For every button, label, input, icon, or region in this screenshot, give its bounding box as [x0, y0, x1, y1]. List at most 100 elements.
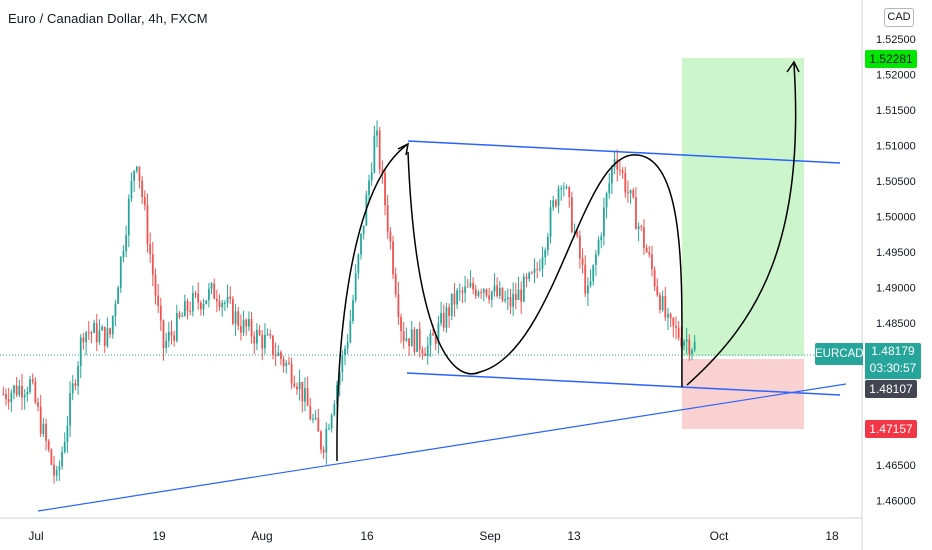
candle-body	[397, 294, 400, 317]
price-tick-label: 1.49500	[876, 247, 916, 259]
candle-body	[264, 334, 266, 349]
candle-body	[408, 338, 410, 347]
candle-body	[77, 365, 79, 386]
time-axis-label: Sep	[479, 529, 501, 543]
candle-body	[677, 327, 680, 338]
candle-body	[416, 329, 418, 352]
candle-body	[322, 449, 325, 453]
candle-body	[312, 418, 314, 420]
candle-body	[368, 180, 370, 195]
candle-body	[469, 282, 472, 287]
candle-body	[39, 406, 42, 434]
candle-body	[95, 323, 98, 343]
candle-body	[242, 319, 245, 333]
target-zone[interactable]	[682, 58, 804, 356]
candle-body	[381, 169, 384, 173]
candle-body	[498, 287, 501, 296]
candle-body	[669, 313, 672, 318]
candle-body	[520, 289, 523, 302]
candle-body	[181, 316, 184, 318]
candle-body	[691, 349, 693, 354]
candle-body	[384, 172, 386, 206]
candle-body	[26, 391, 29, 395]
candle-body	[333, 404, 336, 416]
projection-arc-2[interactable]	[686, 63, 797, 386]
cup-arc[interactable]	[407, 151, 683, 388]
current-price-value: 1.48179	[871, 344, 915, 358]
candle-body	[504, 299, 507, 301]
candle-body	[637, 226, 640, 230]
candle-body	[410, 329, 413, 347]
candle-body	[237, 311, 240, 327]
candle-body	[344, 348, 346, 356]
channel-lower-trendline[interactable]	[406, 372, 841, 396]
candle-body	[288, 362, 290, 364]
candle-body	[418, 329, 421, 350]
candle-body	[304, 388, 306, 402]
candle-body	[485, 289, 488, 296]
candle-body	[619, 169, 621, 171]
candle-body	[651, 254, 653, 270]
rising-support-trendline[interactable]	[37, 383, 847, 512]
candle-body	[546, 236, 549, 251]
candle-body	[525, 276, 528, 279]
candle-body	[472, 282, 475, 290]
candle-body	[135, 166, 138, 172]
candle-body	[239, 326, 242, 333]
time-axis-label: Aug	[251, 529, 272, 543]
candle-body	[597, 240, 600, 255]
candle-body	[656, 286, 659, 296]
candle-body	[191, 293, 194, 312]
candle-body	[595, 254, 597, 265]
candle-body	[119, 257, 122, 288]
candle-body	[386, 205, 389, 232]
candle-body	[517, 289, 520, 300]
channel-upper-trendline[interactable]	[407, 140, 841, 164]
candle-body	[578, 235, 581, 259]
candle-body	[93, 323, 95, 333]
candle-body	[346, 341, 349, 349]
candle-body	[165, 341, 168, 349]
countdown-timer: 03:30:57	[869, 361, 917, 375]
candle-body	[440, 313, 442, 324]
candle-body	[376, 130, 378, 136]
candle-body	[122, 251, 125, 258]
candle-body	[453, 293, 456, 305]
candle-body	[90, 332, 93, 334]
arrowhead-2	[786, 60, 800, 73]
candle-body	[162, 320, 165, 349]
candle-body	[533, 268, 536, 273]
candle-body	[600, 236, 603, 241]
candle-body	[306, 388, 309, 406]
candle-body	[442, 313, 445, 328]
candle-body	[611, 167, 613, 184]
candle-body	[111, 315, 114, 335]
candle-body	[493, 285, 496, 292]
candle-body	[37, 402, 39, 407]
projection-arc-1[interactable]	[336, 143, 409, 462]
time-axis-label: Oct	[710, 529, 729, 543]
candle-body	[627, 192, 629, 194]
candle-body	[464, 286, 467, 293]
candle-body	[552, 200, 555, 208]
candle-body	[197, 293, 200, 303]
last-price-tag: 1.48107	[865, 380, 917, 398]
time-axis-label: 16	[360, 529, 374, 543]
candle-body	[31, 379, 34, 382]
candle-body	[490, 291, 493, 300]
candle-body	[10, 392, 13, 403]
candle-body	[71, 383, 74, 394]
candle-body	[117, 287, 120, 304]
candle-body	[269, 334, 272, 336]
candle-body	[514, 293, 517, 300]
candle-body	[85, 332, 87, 343]
candle-body	[330, 415, 333, 429]
currency-badge[interactable]: CAD	[884, 8, 914, 27]
candle-body	[624, 173, 627, 193]
candle-body	[480, 292, 483, 294]
candle-body	[357, 254, 360, 274]
candle-body	[592, 264, 595, 282]
candle-body	[133, 171, 136, 181]
candle-body	[34, 381, 37, 403]
